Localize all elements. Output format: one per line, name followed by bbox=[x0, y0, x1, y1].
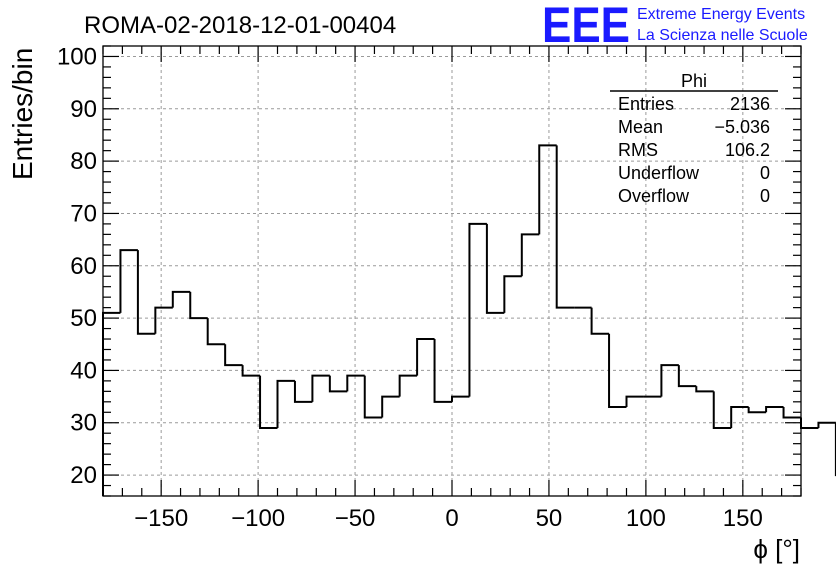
histogram-bin-7 bbox=[224, 344, 243, 367]
histogram-bin-24 bbox=[520, 233, 540, 277]
stats-label-underflow: Underflow bbox=[618, 163, 700, 183]
x-tick-label: −50 bbox=[335, 505, 376, 532]
eee-logo: EEE Extreme Energy Events La Scienza nel… bbox=[542, 0, 808, 53]
histogram-bin-29 bbox=[608, 333, 627, 409]
y-tick-label: 70 bbox=[70, 200, 97, 227]
y-tick-label: 90 bbox=[70, 96, 97, 123]
y-tick-label: 100 bbox=[57, 43, 97, 70]
stats-label-rms: RMS bbox=[618, 140, 658, 160]
chart-title: ROMA-02-2018-12-01-00404 bbox=[84, 12, 396, 39]
logo-line-1: Extreme Energy Events bbox=[637, 6, 805, 23]
histogram-bin-15 bbox=[363, 375, 383, 419]
stats-label-overflow: Overflow bbox=[618, 186, 690, 206]
y-tick-labels: 20 30 40 50 60 70 80 90 100 bbox=[57, 43, 97, 489]
grid-lines bbox=[103, 46, 801, 496]
stats-label-mean: Mean bbox=[618, 117, 663, 137]
stats-box-name: Phi bbox=[681, 71, 707, 91]
stats-value-mean: −5.036 bbox=[714, 117, 770, 137]
x-tick-label: −100 bbox=[231, 505, 285, 532]
histogram-bin-28 bbox=[590, 307, 610, 335]
histogram-bin-0 bbox=[102, 311, 121, 496]
histogram-bin-13 bbox=[328, 375, 348, 393]
histogram-bin-2 bbox=[136, 250, 156, 335]
y-tick-label: 20 bbox=[70, 462, 97, 489]
stats-value-entries: 2136 bbox=[730, 94, 770, 114]
histogram-bin-32 bbox=[660, 364, 679, 397]
histogram-bin-6 bbox=[206, 318, 226, 346]
histogram-bin-41 bbox=[817, 421, 836, 428]
axes bbox=[102, 45, 802, 497]
histogram-bin-23 bbox=[503, 275, 522, 313]
histogram-bin-14 bbox=[346, 374, 365, 392]
y-tick-label: 40 bbox=[70, 357, 97, 384]
histogram-bin-5 bbox=[189, 291, 208, 320]
histogram-bin-36 bbox=[730, 406, 749, 428]
histogram-bin-12 bbox=[311, 374, 330, 402]
histogram-bin-30 bbox=[625, 395, 644, 408]
histogram-bin-19 bbox=[433, 339, 452, 403]
x-tick-labels: −150 −100 −50 0 50 100 150 bbox=[134, 505, 763, 532]
histogram-bin-39 bbox=[782, 407, 801, 419]
y-tick-label: 50 bbox=[70, 305, 97, 332]
histogram-bin-40 bbox=[800, 417, 819, 429]
histogram-bin-38 bbox=[765, 406, 784, 413]
histogram-bin-3 bbox=[154, 306, 173, 334]
histogram-bin-4 bbox=[171, 290, 191, 308]
x-tick-label: 50 bbox=[536, 505, 563, 532]
histogram-bin-10 bbox=[276, 379, 295, 428]
histogram-bin-34 bbox=[695, 386, 714, 393]
histogram-bin-22 bbox=[485, 223, 505, 314]
x-tick-label: 0 bbox=[445, 505, 458, 532]
x-tick-label: 150 bbox=[723, 505, 763, 532]
x-tick-label: −150 bbox=[134, 505, 188, 532]
x-tick-label: 100 bbox=[626, 505, 666, 532]
histogram-bin-9 bbox=[259, 375, 278, 429]
logo-mark: EEE bbox=[542, 0, 630, 53]
stats-label-entries: Entries bbox=[618, 94, 674, 114]
y-axis-title: Entries/bin bbox=[7, 48, 38, 180]
stats-value-overflow: 0 bbox=[760, 186, 770, 206]
histogram-bin-26 bbox=[555, 145, 575, 309]
x-axis-title: ϕ [°] bbox=[753, 534, 800, 564]
y-tick-label: 30 bbox=[70, 410, 97, 437]
stats-box: Phi Entries 2136 Mean −5.036 RMS 106.2 U… bbox=[610, 71, 778, 206]
histogram-bin-1 bbox=[119, 249, 138, 313]
histogram-bin-25 bbox=[538, 144, 557, 235]
histogram-bin-18 bbox=[416, 338, 435, 376]
histogram-bin-20 bbox=[451, 395, 470, 402]
histogram-bin-8 bbox=[241, 365, 261, 377]
y-tick-label: 80 bbox=[70, 148, 97, 175]
histogram-bin-37 bbox=[747, 407, 767, 414]
stats-value-rms: 106.2 bbox=[725, 140, 770, 160]
y-tick-label: 60 bbox=[70, 253, 97, 280]
histogram-bin-17 bbox=[398, 374, 418, 397]
histogram-bin-33 bbox=[677, 365, 697, 388]
histogram-bin-11 bbox=[293, 380, 313, 403]
histogram-bin-16 bbox=[381, 395, 400, 418]
logo-line-2: La Scienza nelle Scuole bbox=[637, 27, 808, 44]
histogram-bin-21 bbox=[468, 222, 487, 397]
stats-value-underflow: 0 bbox=[760, 163, 770, 183]
histogram-bin-35 bbox=[712, 391, 732, 429]
